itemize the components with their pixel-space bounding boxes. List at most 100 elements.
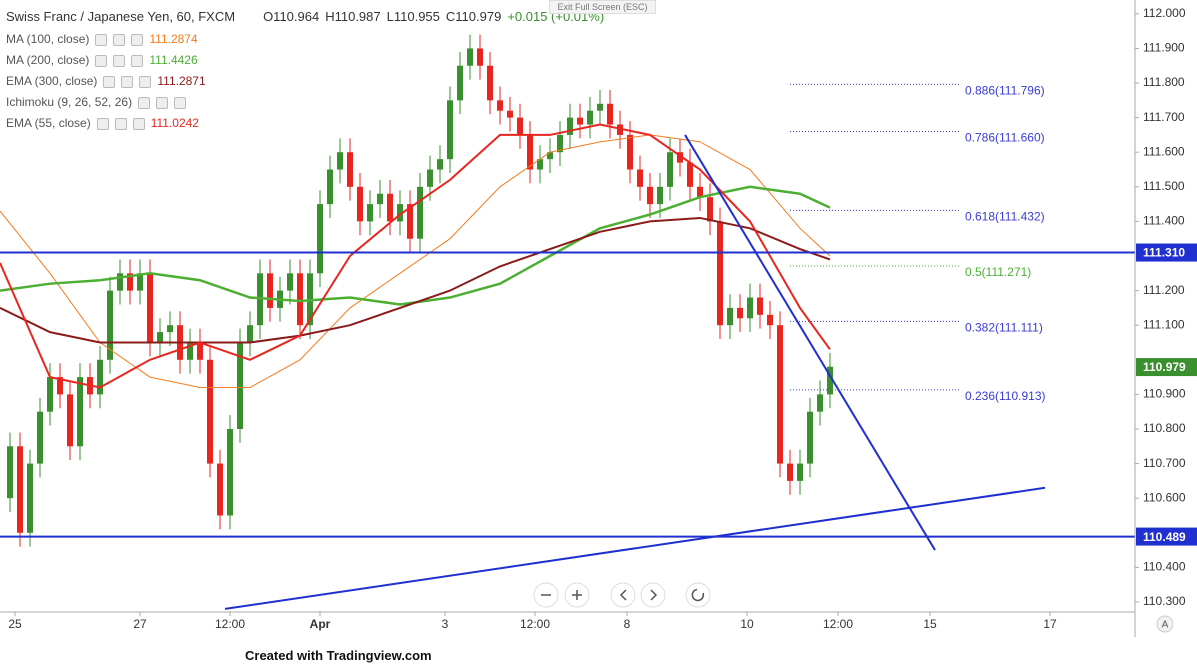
indicator-line [0,123,831,389]
candle-body [347,152,353,187]
candle-body [817,394,823,412]
y-tick-label: 110.400 [1143,560,1186,574]
candle-body [197,342,203,360]
candle-body [117,273,123,291]
candle-body [767,314,773,326]
candle-body [167,325,173,333]
candle-body [107,290,113,360]
candle-body [337,152,343,170]
chart: 0.886(111.796) 0.786(111.660) 0.618(111.43… [0,0,1197,637]
y-tick-label: 111.100 [1143,317,1185,331]
fib-label: 0.382(111.111) [965,321,1043,335]
price-label-box [1136,527,1197,546]
auto-scale-button[interactable] [1156,615,1174,633]
candle-body [397,204,403,222]
price-label: 110.979 [1143,360,1186,374]
scroll-left-icon [619,589,627,601]
y-tick-label: 110.300 [1143,594,1186,608]
indicator-icon [96,117,109,130]
indicator-legend: EMA (55, close) 111.0242 [6,113,604,134]
candle-body [497,100,503,111]
indicator-icon [131,54,144,67]
fib-label: 0.886(111.796) [965,84,1045,98]
x-tick-label: 17 [1043,617,1057,631]
x-tick-label: 15 [923,617,937,631]
reset-button[interactable] [685,582,711,608]
candle-body [437,159,443,170]
indicator-name: Ichimoku (9, 26, 52, 26) [6,95,133,109]
y-tick-label: 111.900 [1143,41,1185,55]
candle-body [247,325,253,343]
scroll-right-button[interactable] [640,582,666,608]
indicator-icon [113,33,126,46]
indicator-icon [156,96,169,109]
y-tick-label: 110.600 [1143,490,1186,504]
candle-body [647,186,653,205]
x-tick-label: Apr [310,617,331,631]
candle-body [227,428,233,516]
candle-body [747,297,753,319]
candle-body [557,134,563,153]
candle-body [297,273,303,326]
fib-label: 0.618(111.432) [965,210,1045,224]
indicator-line [0,216,831,344]
indicator-icon [131,33,144,46]
x-tick-label: 8 [624,617,631,631]
indicator-icon [113,54,126,67]
candle-body [377,193,383,205]
candle-body [777,325,783,464]
y-tick-label: 110.900 [1143,387,1186,401]
candle-body [187,342,193,360]
y-tick-label: 111.700 [1143,110,1185,124]
indicator-icon [139,75,152,88]
candle-body [77,377,83,447]
candle-body [637,169,643,187]
indicator-line [0,185,831,306]
candle-body [27,463,33,533]
candle-body [207,359,213,464]
candle-body [787,463,793,481]
indicator-icon [174,96,187,109]
candle-body [327,169,333,205]
candle-body [417,186,423,239]
candle-body [797,463,803,481]
candle-body [427,169,433,187]
y-tick-label: 112.000 [1143,6,1186,20]
indicator-line [0,134,831,388]
indicator-legend: MA (100, close) 111.2874 [6,29,604,50]
candle-body [657,186,663,205]
candle-body [567,117,573,135]
candle-body [47,377,53,412]
legend: Swiss Franc / Japanese Yen, 60, FXCM O110… [6,6,604,134]
indicator-value: 111.4426 [149,53,198,67]
candle-body [707,197,713,222]
candle-body [407,204,413,239]
candle-body [587,110,593,125]
legend-title: Swiss Franc / Japanese Yen, 60, FXCM [6,9,236,24]
candle-body [727,307,733,326]
candle-body [457,65,463,101]
fullscreen-tooltip: Exit Full Screen (ESC) [549,0,656,14]
nav-buttons[interactable] [533,582,711,608]
candle-body [387,193,393,222]
zoom-in-icon [572,590,582,600]
trendline [224,486,1046,610]
candle-body [287,273,293,291]
candle-body [97,359,103,395]
indicator-legend: EMA (300, close) 111.2871 [6,71,604,92]
candle-body [147,273,153,343]
candle-body [687,162,693,187]
candle-body [127,273,133,291]
ohlc-value: H110.987 [325,9,381,24]
candle-body [677,152,683,163]
price-label-box [1136,358,1197,377]
candle-body [617,124,623,135]
fib-label: 0.786(111.660) [965,131,1045,145]
candle-body [17,446,23,533]
candle-body [827,366,833,395]
candle-body [577,117,583,125]
scroll-left-button[interactable] [610,582,636,608]
candle-body [527,134,533,170]
candle-body [357,186,363,222]
